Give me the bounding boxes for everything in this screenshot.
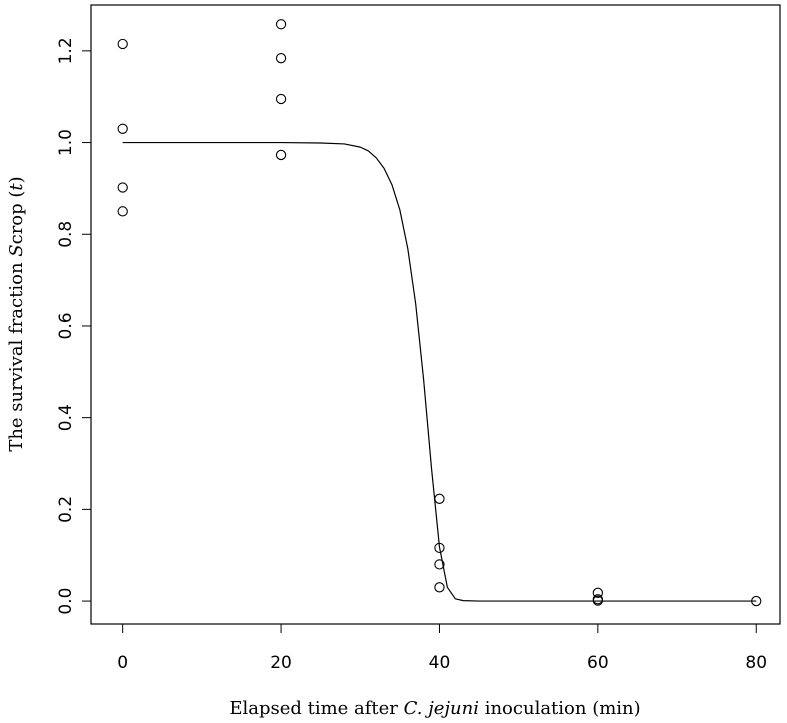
- data-point: [117, 123, 128, 134]
- x-tick-label: 60: [587, 653, 609, 673]
- data-point: [434, 582, 445, 593]
- data-point: [117, 206, 128, 217]
- fitted-curve: [122, 141, 757, 602]
- y-tick-label: 1.0: [56, 129, 76, 156]
- data-points-layer: [117, 19, 762, 607]
- data-point: [592, 595, 603, 606]
- data-point: [434, 559, 445, 570]
- data-point: [592, 587, 603, 598]
- data-point: [275, 93, 287, 105]
- x-tick-label: 0: [117, 653, 128, 673]
- data-point: [434, 493, 445, 504]
- x-axis: 0 20 40 60 80: [117, 623, 767, 673]
- y-tick-label: 0.6: [56, 312, 76, 339]
- x-axis-title: Elapsed time after C. jejuni inoculation…: [229, 698, 640, 719]
- x-tick-label: 80: [745, 653, 767, 673]
- fitted-curve-layer: [122, 141, 757, 602]
- y-tick-label: 0.0: [56, 588, 76, 615]
- data-point: [275, 19, 287, 30]
- y-axis-title: The survival fraction Scrop (t): [6, 176, 27, 451]
- x-tick-label: 20: [270, 653, 292, 673]
- y-tick-label: 0.8: [56, 221, 76, 248]
- x-tick-label: 40: [429, 653, 451, 673]
- data-point: [275, 149, 287, 161]
- data-point: [275, 53, 287, 64]
- y-tick-label: 1.2: [56, 37, 76, 64]
- y-axis: 0.0 0.2 0.4 0.6 0.8 1.0 1.2: [56, 37, 92, 615]
- data-point: [751, 595, 762, 607]
- data-point: [434, 542, 445, 554]
- data-point: [117, 38, 128, 50]
- y-tick-label: 0.4: [56, 404, 76, 431]
- data-point: [117, 182, 128, 193]
- y-tick-label: 0.2: [56, 496, 76, 523]
